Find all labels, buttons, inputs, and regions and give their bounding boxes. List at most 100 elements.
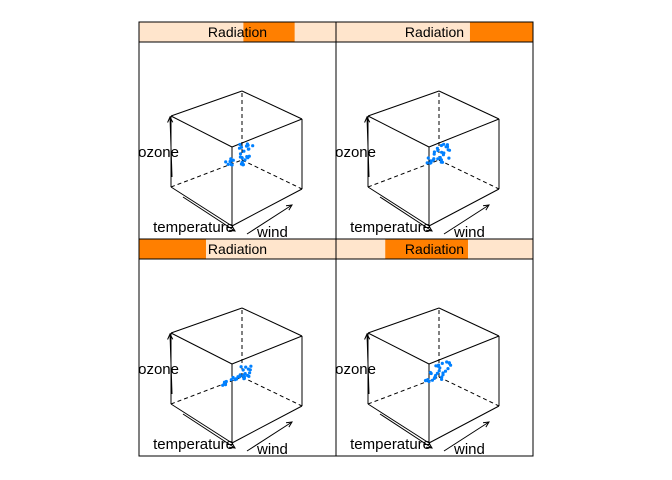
data-point: [231, 375, 235, 380]
data-point: [229, 378, 233, 382]
cube-edge: [231, 118, 303, 148]
cube-edge: [241, 307, 303, 337]
temperature-axis-arrow: [379, 413, 433, 449]
wind-axis-arrow-head: [482, 421, 490, 428]
cube-edge-hidden: [438, 159, 500, 190]
data-point: [432, 152, 436, 156]
ozone-axis-arrow: [169, 333, 173, 395]
panel-border: [335, 258, 534, 457]
data-point: [440, 150, 444, 154]
temperature-axis-arrow-head: [425, 442, 433, 449]
data-point: [221, 383, 225, 387]
wind-axis-label: wind: [453, 224, 485, 241]
data-point: [242, 377, 246, 381]
data-point: [229, 158, 233, 162]
cube-edge: [170, 90, 243, 117]
data-point: [244, 365, 248, 369]
data-point: [245, 142, 249, 146]
data-point: [241, 368, 245, 372]
data-point: [427, 379, 431, 384]
cube-edge: [367, 90, 440, 117]
temperature-axis-label: temperature: [350, 219, 431, 236]
data-point: [436, 157, 440, 161]
data-point: [436, 149, 440, 153]
cube-edge: [241, 90, 303, 120]
wind-axis-arrow: [246, 204, 293, 235]
cube-edge: [367, 115, 430, 148]
cube-edge: [170, 186, 233, 227]
data-point: [441, 153, 445, 157]
panel-1: Radiation ozone temperature wind: [138, 21, 337, 241]
wind-axis-arrow: [443, 204, 490, 235]
data-point: [443, 369, 448, 373]
temperature-axis-label: temperature: [153, 219, 234, 236]
ozone-axis-label: ozone: [138, 361, 179, 378]
data-point: [449, 363, 453, 367]
cube-edge: [367, 186, 430, 227]
ozone-axis-arrow-head: [364, 115, 371, 123]
cube-edge: [438, 307, 500, 337]
cube-edge: [367, 307, 440, 334]
wind-axis-arrow: [443, 421, 490, 452]
wind-axis-arrow-head: [285, 204, 293, 211]
cube-edge: [428, 405, 500, 444]
strip-label: Radiation: [405, 24, 464, 40]
data-point: [238, 152, 243, 156]
data-point: [432, 376, 436, 380]
data-point: [226, 162, 230, 166]
data-point: [241, 163, 245, 167]
data-point: [423, 379, 428, 383]
strip-label: Radiation: [208, 241, 267, 257]
temperature-axis-arrow: [182, 413, 236, 449]
wind-axis-arrow-head: [482, 204, 490, 211]
data-point: [233, 378, 237, 382]
data-point: [440, 160, 445, 164]
data-point: [246, 156, 250, 160]
wind-axis-label: wind: [256, 224, 288, 241]
data-point: [440, 375, 444, 379]
data-point: [242, 149, 246, 153]
data-point: [428, 370, 432, 375]
data-point: [447, 156, 451, 160]
data-point: [249, 364, 253, 368]
cube-edge-hidden: [170, 376, 243, 405]
cube-edge: [367, 332, 430, 365]
cube-edge-hidden: [241, 159, 303, 190]
cube-edge: [170, 332, 233, 365]
ozone-axis-arrow-head: [364, 332, 371, 340]
cube-edge: [170, 307, 243, 334]
data-point: [437, 369, 441, 373]
panel-border: [138, 258, 337, 457]
temperature-axis-arrow: [182, 196, 236, 232]
cube-edge: [367, 403, 430, 444]
strip-label: Radiation: [208, 24, 267, 40]
data-point: [438, 366, 442, 370]
temperature-axis-label: temperature: [153, 436, 234, 453]
data-point: [435, 371, 439, 375]
data-point: [440, 377, 444, 381]
data-point: [440, 361, 444, 365]
strip-shingle: [469, 22, 533, 42]
temperature-axis-arrow-head: [425, 225, 433, 232]
wind-axis-arrow: [246, 421, 293, 452]
data-point: [445, 145, 450, 149]
data-point: [239, 145, 244, 149]
panel-3: Radiation ozone temperature wind: [138, 238, 337, 458]
data-point: [236, 375, 240, 379]
cube-edge-hidden: [367, 159, 440, 188]
data-point: [230, 163, 234, 167]
data-point: [426, 156, 430, 160]
data-point: [445, 360, 449, 364]
data-point: [251, 144, 255, 148]
cube-edge: [231, 335, 303, 365]
cube-edge: [428, 188, 500, 227]
data-point: [248, 371, 252, 375]
ozone-axis-arrow: [366, 333, 370, 395]
cube-edge-hidden: [438, 376, 500, 407]
ozone-axis-label: ozone: [335, 144, 376, 161]
strip-label: Radiation: [405, 241, 464, 257]
cube-edge: [231, 405, 303, 444]
data-point: [240, 156, 244, 160]
data-point: [428, 161, 432, 165]
